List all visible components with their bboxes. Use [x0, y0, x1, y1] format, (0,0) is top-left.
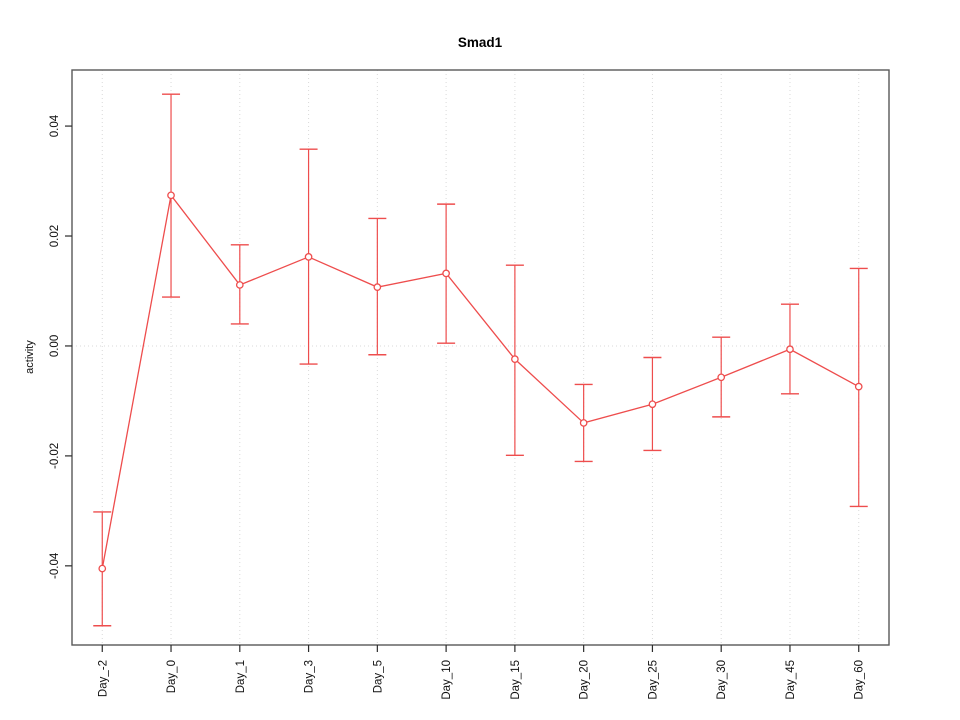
y-tick-label: 0.00 — [49, 335, 61, 357]
x-tick-label: Day_25 — [647, 660, 659, 700]
data-point — [373, 283, 382, 291]
x-tick-label: Day_1 — [235, 660, 247, 693]
series-line — [101, 193, 860, 569]
data-point — [442, 269, 450, 278]
data-point — [854, 382, 863, 391]
data-point — [235, 281, 244, 289]
y-axis-label: activity — [24, 340, 36, 374]
x-tick-label: Day_15 — [510, 660, 522, 700]
x-tick-label: Day_3 — [304, 660, 316, 693]
y-tick-label: -0.04 — [49, 552, 61, 579]
plot-area: -0.04 -0.02 0.00 0.02 0.04 Day_-2 Day_0 Day_1 Da… — [49, 69, 890, 700]
x-tick-label: Day_45 — [785, 660, 797, 700]
y-tick-label: 0.02 — [49, 225, 61, 247]
x-tick-label: Day_60 — [854, 660, 866, 700]
data-point — [648, 400, 657, 409]
x-tick-label: Day_-2 — [97, 660, 109, 697]
chart-title: Smad1 — [458, 35, 503, 50]
x-tick-label: Day_10 — [441, 660, 453, 700]
data-point — [167, 191, 175, 200]
y-tick-label: -0.02 — [49, 443, 61, 469]
x-tick-label: Day_30 — [716, 660, 728, 700]
y-tick-label: 0.04 — [49, 114, 61, 137]
data-point — [786, 345, 794, 354]
data-point — [717, 373, 726, 382]
data-point — [511, 355, 519, 363]
data-point — [579, 419, 588, 427]
data-point — [304, 253, 313, 261]
plot-frame — [71, 69, 890, 646]
x-tick-label: Day_20 — [579, 660, 591, 700]
data-point — [98, 564, 107, 573]
x-tick-label: Day_0 — [166, 660, 178, 693]
x-tick-label: Day_5 — [372, 660, 384, 693]
